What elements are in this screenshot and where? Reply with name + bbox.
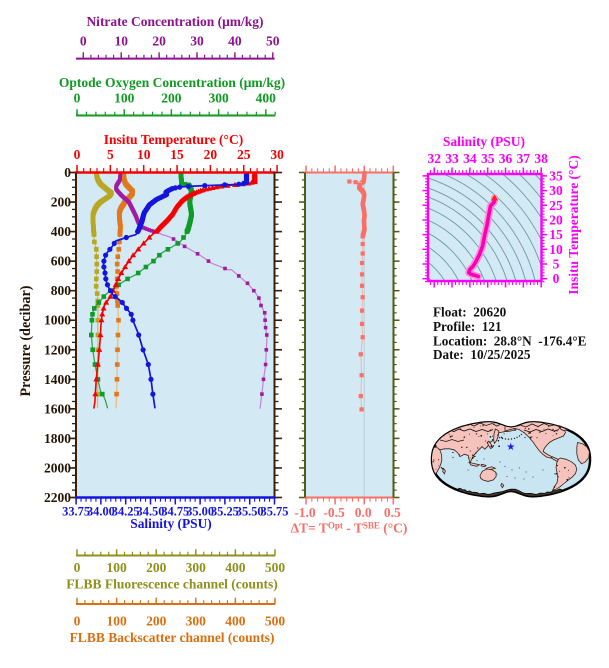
svg-text:35: 35: [481, 151, 495, 166]
svg-text:34.50: 34.50: [137, 505, 165, 519]
svg-text:300: 300: [186, 614, 207, 629]
svg-text:Nitrate Concentration (μm/kg): Nitrate Concentration (μm/kg): [86, 14, 263, 29]
svg-text:400: 400: [256, 91, 277, 106]
svg-text:2000: 2000: [44, 460, 71, 475]
svg-text:20: 20: [152, 34, 166, 49]
svg-text:Date: 10/25/2025: Date: 10/25/2025: [433, 347, 531, 362]
svg-text:FLBB Fluorescence channel (cou: FLBB Fluorescence channel (counts): [66, 577, 278, 592]
svg-text:0: 0: [64, 165, 71, 180]
svg-text:Location: 28.8°N -176.4°E: Location: 28.8°N -176.4°E: [433, 333, 587, 348]
svg-text:36: 36: [499, 151, 513, 166]
svg-text:34.00: 34.00: [87, 505, 115, 519]
svg-text:1000: 1000: [44, 313, 71, 328]
svg-text:30: 30: [270, 147, 284, 162]
svg-text:Pressure (decibar): Pressure (decibar): [18, 285, 34, 396]
svg-text:500: 500: [265, 560, 286, 575]
svg-text:20: 20: [549, 212, 563, 227]
svg-text:600: 600: [51, 254, 72, 269]
svg-text:400: 400: [225, 560, 246, 575]
svg-text:400: 400: [51, 224, 72, 239]
svg-text:30: 30: [549, 183, 563, 198]
svg-text:32: 32: [427, 151, 441, 166]
svg-text:10: 10: [549, 242, 563, 257]
svg-text:25: 25: [237, 147, 251, 162]
svg-text:30: 30: [190, 34, 204, 49]
svg-text:500: 500: [265, 614, 286, 629]
svg-text:35.00: 35.00: [186, 505, 214, 519]
svg-text:0: 0: [74, 560, 81, 575]
svg-text:ΔT= TOpt - TSBE (°C): ΔT= TOpt - TSBE (°C): [291, 521, 408, 536]
svg-text:0: 0: [80, 34, 87, 49]
svg-text:15: 15: [170, 147, 184, 162]
svg-text:0: 0: [553, 271, 560, 286]
svg-text:200: 200: [146, 614, 167, 629]
svg-text:200: 200: [161, 91, 182, 106]
svg-text:34: 34: [463, 151, 477, 166]
svg-text:37: 37: [517, 151, 531, 166]
svg-text:Optode Oxygen Concentration (μ: Optode Oxygen Concentration (μm/kg): [59, 75, 285, 90]
svg-text:200: 200: [146, 560, 167, 575]
svg-text:100: 100: [114, 91, 135, 106]
svg-text:10: 10: [137, 147, 151, 162]
svg-text:400: 400: [225, 614, 246, 629]
svg-text:34.25: 34.25: [112, 505, 140, 519]
svg-text:Salinity (PSU): Salinity (PSU): [130, 516, 211, 531]
svg-text:35.25: 35.25: [211, 505, 239, 519]
svg-text:FLBB Backscatter channel (coun: FLBB Backscatter channel (counts): [70, 630, 275, 645]
svg-text:Salinity (PSU): Salinity (PSU): [443, 134, 525, 149]
svg-text:40: 40: [228, 34, 242, 49]
svg-text:35.75: 35.75: [261, 505, 289, 519]
svg-text:1800: 1800: [44, 431, 71, 446]
svg-text:0: 0: [74, 147, 81, 162]
svg-text:5: 5: [553, 257, 560, 272]
svg-text:2200: 2200: [44, 490, 71, 505]
svg-text:800: 800: [51, 283, 72, 298]
svg-text:20: 20: [204, 147, 218, 162]
svg-text:100: 100: [106, 560, 127, 575]
svg-text:33.75: 33.75: [62, 505, 90, 519]
svg-text:Insitu Temperature (°C): Insitu Temperature (°C): [104, 132, 243, 147]
svg-text:35.50: 35.50: [236, 505, 264, 519]
svg-text:300: 300: [208, 91, 229, 106]
svg-text:-0.5: -0.5: [323, 505, 345, 520]
svg-text:1200: 1200: [44, 342, 71, 357]
svg-text:300: 300: [186, 560, 207, 575]
svg-text:15: 15: [549, 227, 563, 242]
svg-text:5: 5: [107, 147, 114, 162]
svg-text:200: 200: [51, 195, 72, 210]
svg-text:-1.0: -1.0: [294, 505, 316, 520]
svg-text:Insitu Temperature (°C): Insitu Temperature (°C): [566, 155, 581, 294]
svg-text:100: 100: [106, 614, 127, 629]
svg-text:0: 0: [74, 91, 81, 106]
svg-text:35: 35: [549, 168, 563, 183]
svg-text:0.0: 0.0: [355, 505, 372, 520]
svg-text:Float: 20620: Float: 20620: [433, 305, 507, 320]
svg-text:10: 10: [114, 34, 128, 49]
svg-text:34.75: 34.75: [161, 505, 189, 519]
svg-text:Profile: 121: Profile: 121: [433, 319, 502, 334]
svg-text:1400: 1400: [44, 372, 71, 387]
svg-text:0: 0: [74, 614, 81, 629]
svg-text:0.5: 0.5: [384, 505, 401, 520]
svg-text:1600: 1600: [44, 401, 71, 416]
svg-text:33: 33: [445, 151, 459, 166]
svg-text:25: 25: [549, 198, 563, 213]
svg-text:38: 38: [534, 151, 548, 166]
svg-text:50: 50: [266, 34, 280, 49]
